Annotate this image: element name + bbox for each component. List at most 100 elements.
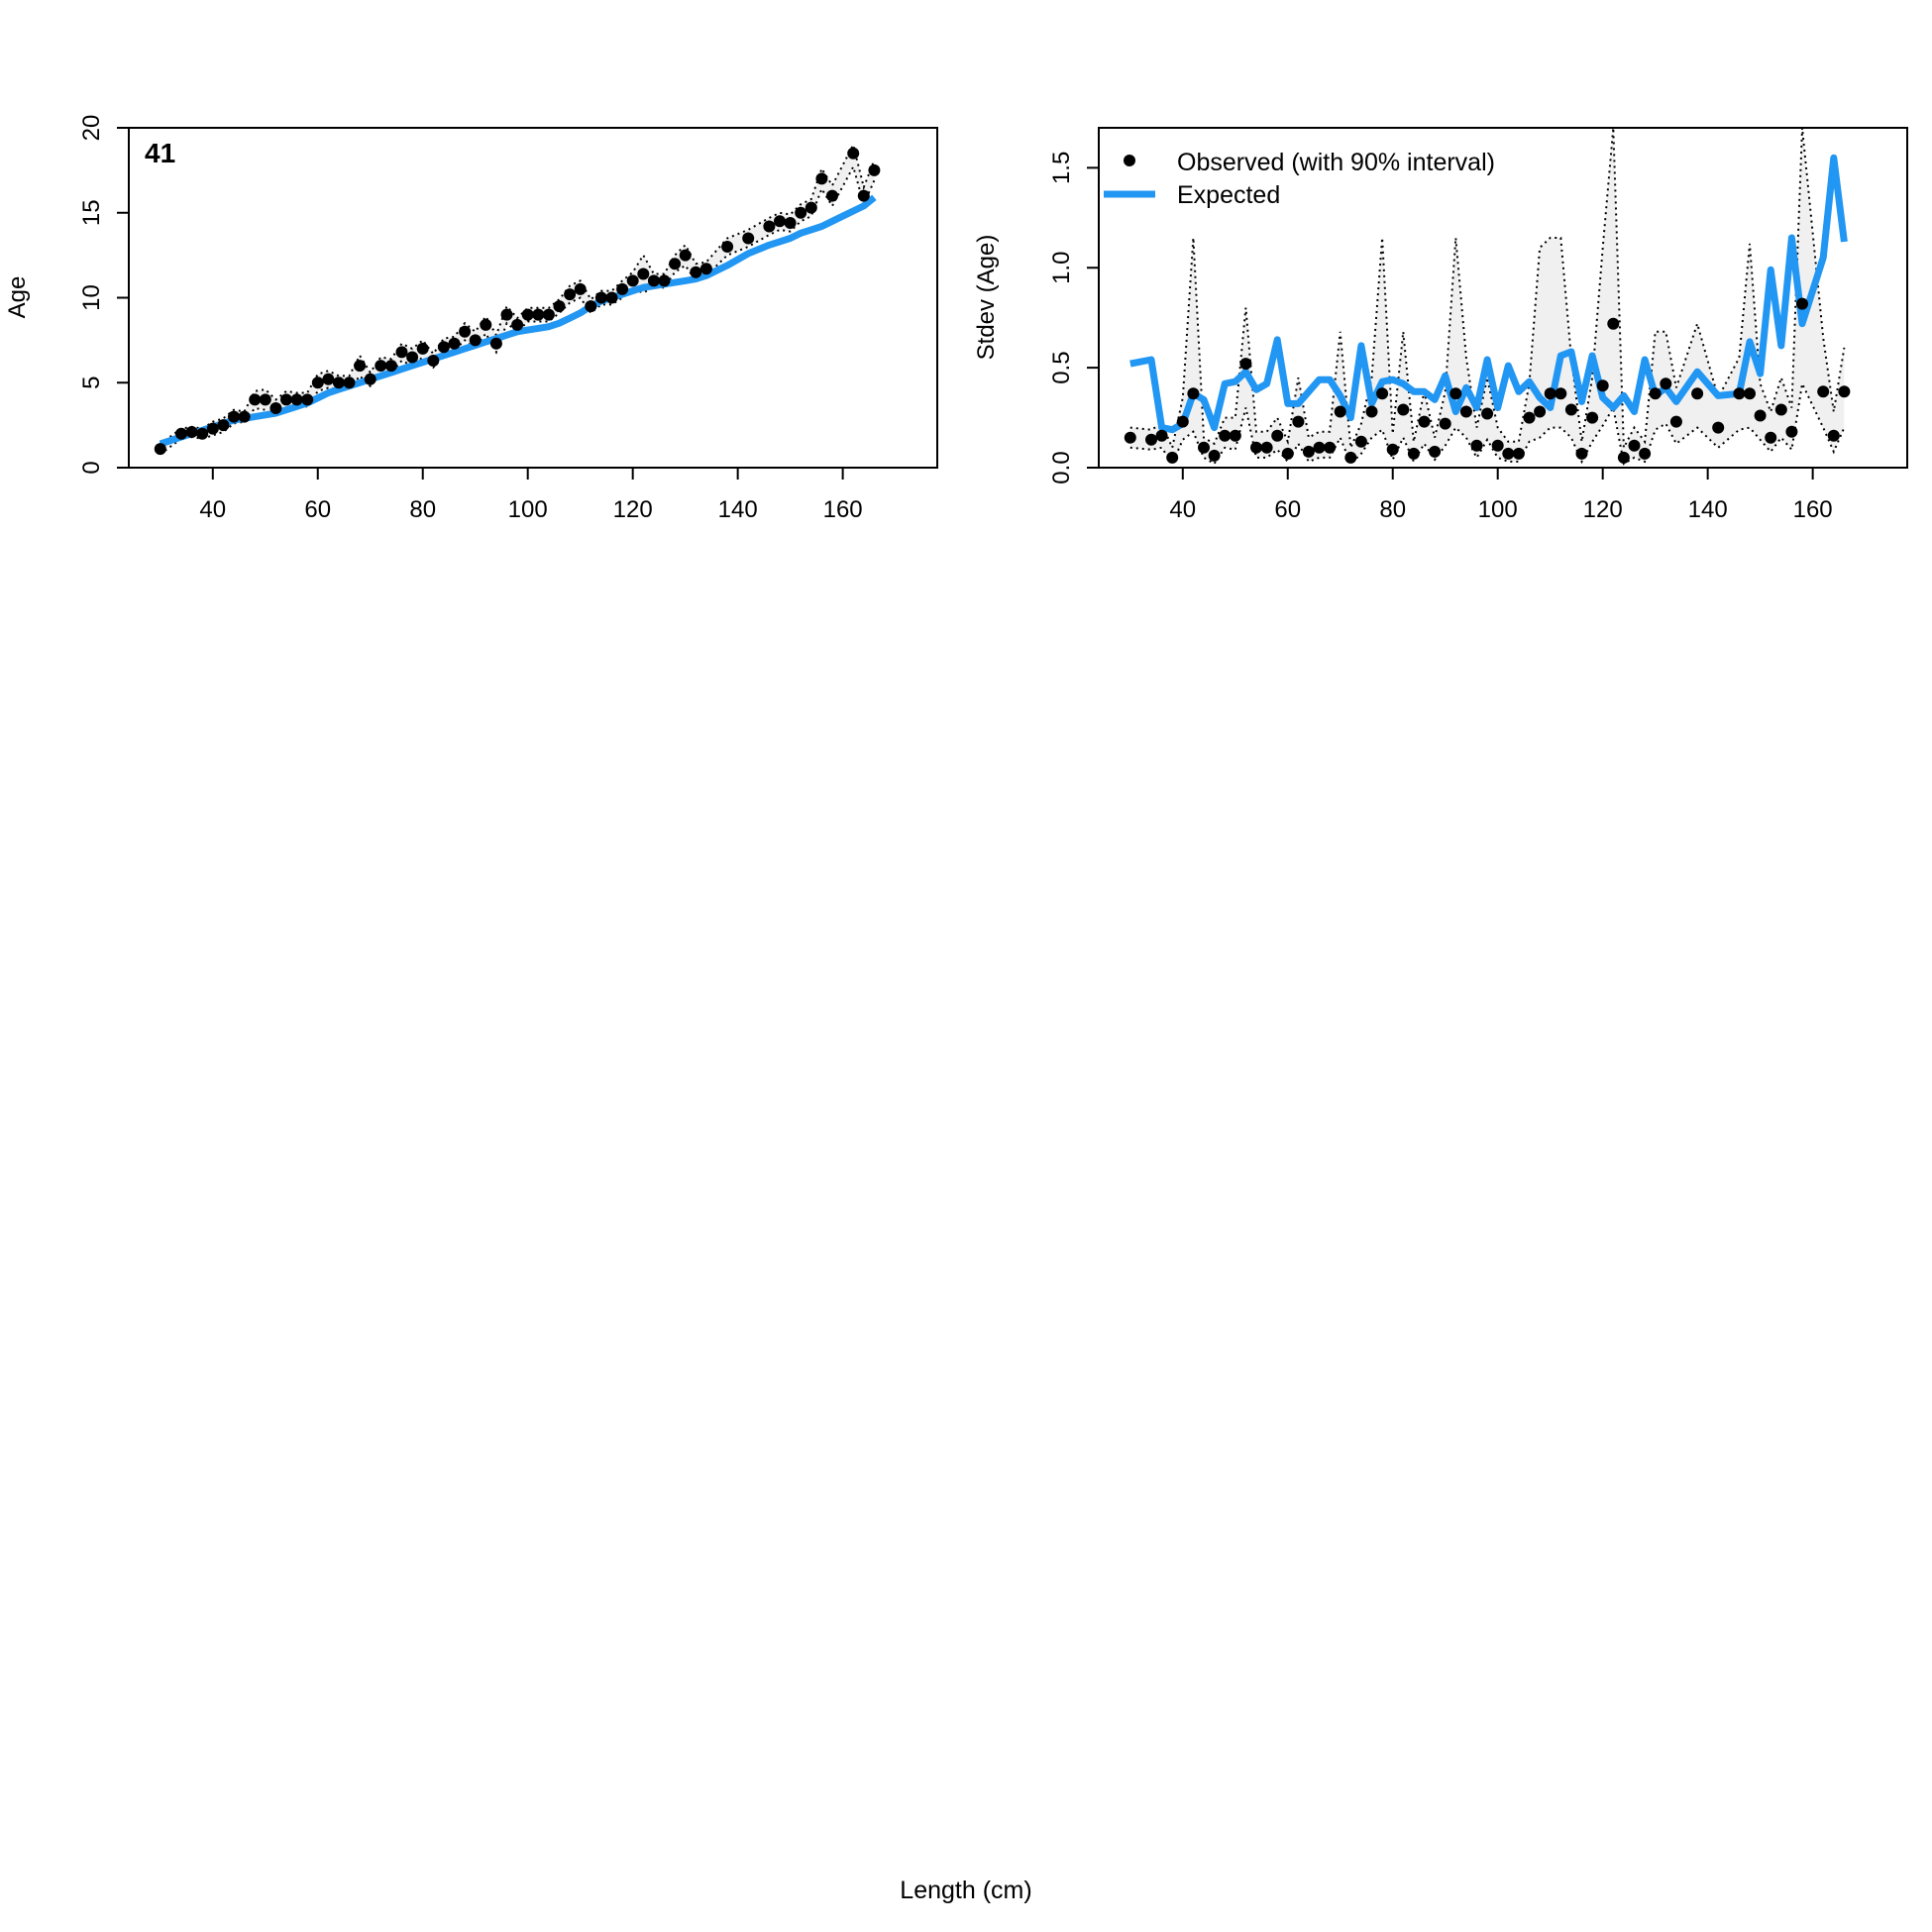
y-tick-label: 0.5 xyxy=(1048,351,1075,383)
observed-point xyxy=(459,325,472,338)
observed-point xyxy=(448,337,461,350)
observed-point xyxy=(553,300,566,313)
observed-point xyxy=(249,393,262,406)
observed-point xyxy=(594,291,607,304)
observed-points-layer xyxy=(154,147,881,456)
observed-point xyxy=(868,163,881,176)
y-axis: 0.0 0.5 1.0 1.5 xyxy=(1048,152,1100,484)
observed-point xyxy=(217,419,230,432)
observed-point xyxy=(1386,443,1399,456)
stdev-age-panel: 40 60 80 100 120 140 160 0.0 0.5 1.0 1.5 Stdev (A… xyxy=(973,127,1908,523)
interval-upper-line xyxy=(160,142,876,445)
legend: Observed (with 90% interval) Expected xyxy=(1104,149,1495,209)
observed-point xyxy=(427,355,440,367)
observed-point xyxy=(1744,387,1756,400)
observed-point xyxy=(416,342,429,355)
y-tick-label: 15 xyxy=(78,199,105,226)
observed-point xyxy=(1774,403,1787,416)
observed-point xyxy=(1564,403,1577,416)
observed-point xyxy=(1586,411,1599,424)
observed-point xyxy=(1491,439,1504,452)
observed-point xyxy=(1407,447,1420,460)
observed-point xyxy=(1229,429,1241,442)
observed-point xyxy=(269,402,282,414)
y-tick-label: 10 xyxy=(78,284,105,311)
x-tick-label: 60 xyxy=(304,496,331,523)
observed-point xyxy=(500,308,513,321)
x-tick-label: 100 xyxy=(1478,496,1518,523)
y-axis-title: Age xyxy=(4,276,31,319)
observed-point xyxy=(1449,387,1462,400)
observed-point xyxy=(1187,387,1200,400)
observed-point xyxy=(1429,445,1442,458)
legend-expected-label: Expected xyxy=(1177,181,1280,209)
observed-point xyxy=(1459,405,1472,418)
x-tick-label: 160 xyxy=(823,496,863,523)
observed-point xyxy=(857,189,870,202)
observed-point xyxy=(259,393,271,406)
observed-point xyxy=(175,427,187,440)
observed-point xyxy=(1376,387,1389,400)
observed-point xyxy=(815,172,828,185)
observed-point xyxy=(626,274,639,287)
observed-point xyxy=(1639,447,1652,460)
observed-point xyxy=(1617,451,1630,464)
x-tick-label: 100 xyxy=(508,496,548,523)
x-tick-label: 140 xyxy=(718,496,758,523)
observed-point xyxy=(1796,297,1808,310)
observed-point xyxy=(480,318,492,331)
observed-point xyxy=(1534,405,1547,418)
observed-point xyxy=(784,217,797,229)
observed-point xyxy=(847,147,860,160)
observed-point xyxy=(1575,447,1588,460)
observed-point xyxy=(1271,429,1284,442)
x-axis: 40 60 80 100 120 140 160 xyxy=(1169,467,1833,523)
observed-point xyxy=(826,189,838,202)
observed-point xyxy=(311,376,324,389)
observed-point xyxy=(721,241,734,253)
observed-point xyxy=(406,351,419,364)
observed-point xyxy=(795,206,807,219)
observed-point xyxy=(196,427,209,440)
observed-point xyxy=(228,410,240,423)
observed-point xyxy=(322,373,335,385)
observed-point xyxy=(1124,431,1136,444)
observed-point xyxy=(1628,439,1641,452)
observed-point xyxy=(679,249,692,262)
observed-point xyxy=(354,360,367,373)
observed-point xyxy=(489,337,502,350)
observed-point xyxy=(1313,441,1326,454)
observed-point xyxy=(1208,449,1221,462)
observed-point xyxy=(574,282,587,295)
observed-point xyxy=(1838,385,1851,398)
legend-observed-marker xyxy=(1124,155,1135,166)
observed-point xyxy=(564,288,577,301)
observed-point xyxy=(774,215,786,228)
observed-point xyxy=(658,274,671,287)
observed-point xyxy=(1354,435,1367,448)
observed-point xyxy=(763,220,776,233)
x-tick-label: 80 xyxy=(409,496,436,523)
observed-point xyxy=(511,318,524,331)
x-tick-label: 140 xyxy=(1688,496,1728,523)
observed-point xyxy=(1754,409,1767,422)
observed-point xyxy=(1260,441,1273,454)
observed-point xyxy=(1712,421,1725,434)
observed-point xyxy=(1481,407,1494,420)
observed-point xyxy=(1544,387,1556,400)
observed-point xyxy=(1555,387,1567,400)
observed-point xyxy=(1239,358,1252,371)
x-tick-label: 120 xyxy=(613,496,653,523)
observed-point xyxy=(585,300,597,313)
observed-point xyxy=(1250,441,1262,454)
observed-point xyxy=(1219,429,1232,442)
expected-series-line xyxy=(1129,154,1848,434)
observed-point xyxy=(1302,445,1315,458)
x-tick-label: 160 xyxy=(1793,496,1833,523)
observed-point xyxy=(1523,411,1536,424)
observed-point xyxy=(1817,385,1830,398)
y-tick-label: 1.0 xyxy=(1048,252,1075,284)
observed-point xyxy=(1765,431,1777,444)
observed-point xyxy=(1596,379,1609,392)
